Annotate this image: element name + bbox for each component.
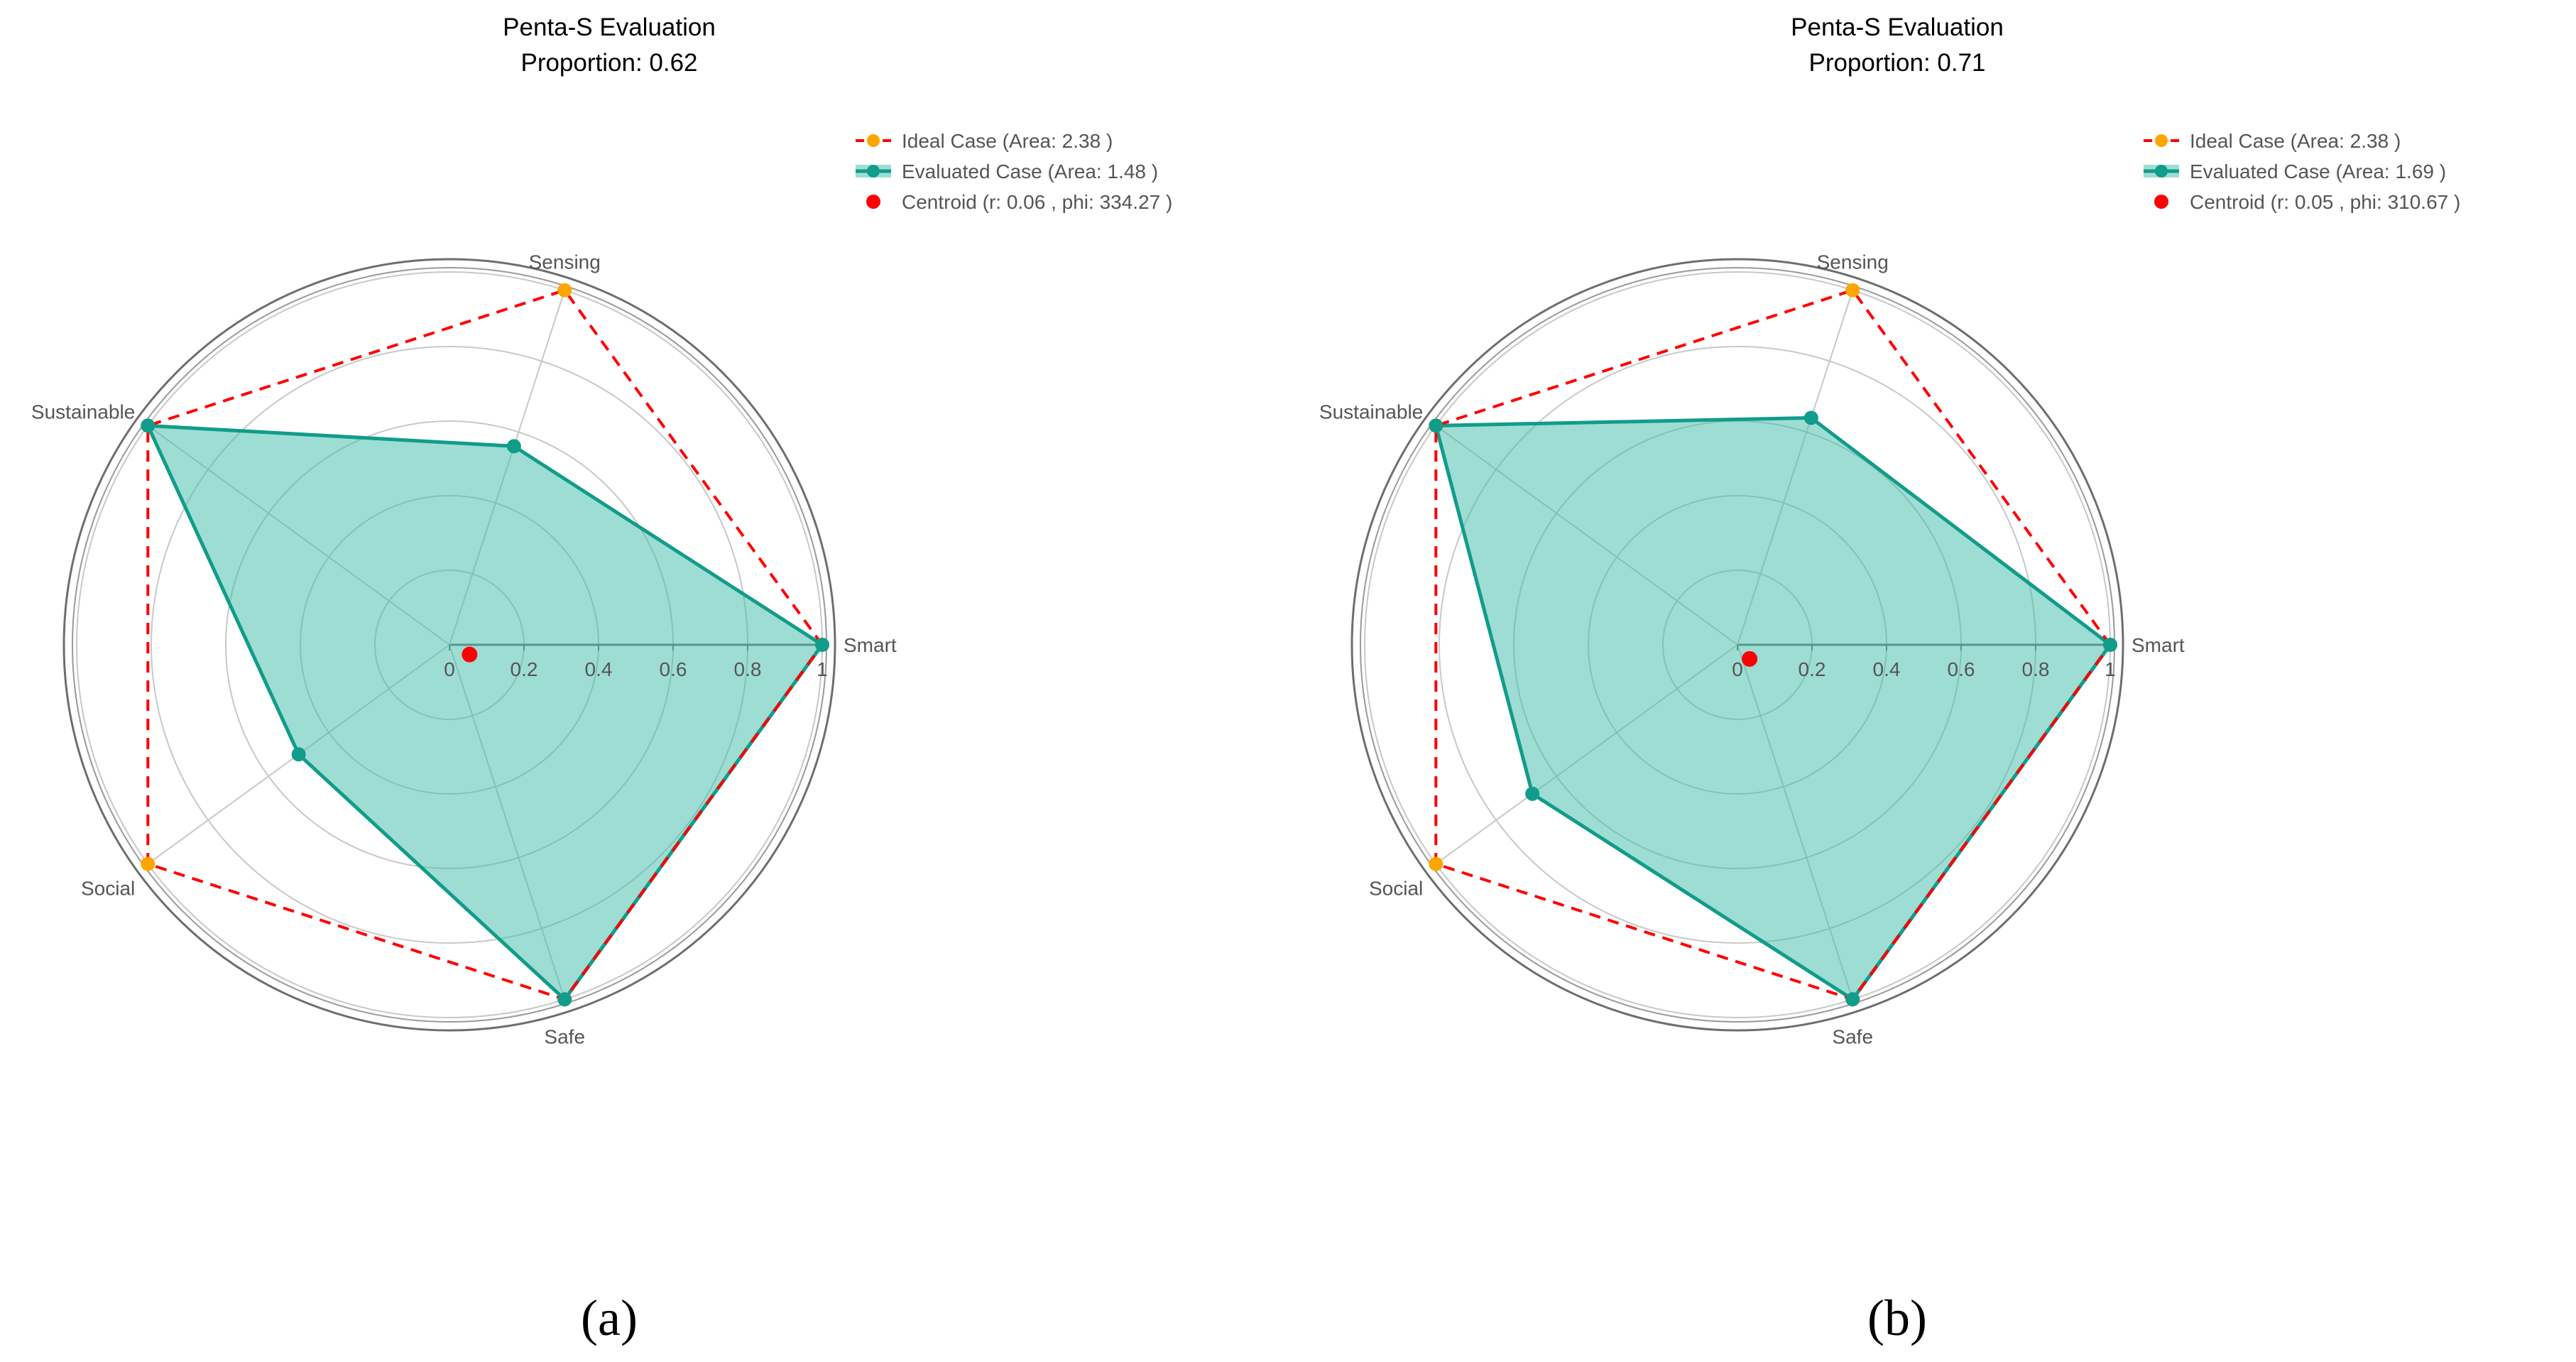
legend-centroid-marker [2154, 195, 2168, 209]
radial-tick-label: 0.4 [1873, 658, 1901, 680]
evaluated-marker-social [1525, 786, 1540, 801]
legend: Ideal Case (Area: 2.38 ) Evaluated Case (… [2144, 130, 2460, 213]
legend-evaluated-marker [867, 165, 880, 178]
radar-chart-a: Penta-S Evaluation Proportion: 0.62 0 0.2… [31, 13, 1172, 1346]
evaluated-marker-sustainable [141, 418, 155, 433]
evaluated-marker-smart [2103, 638, 2117, 652]
legend-centroid-marker [866, 195, 880, 209]
radial-tick-label: 1 [817, 658, 828, 680]
axis-label-sustainable: Sustainable [31, 401, 135, 423]
radial-tick-label: 0.8 [734, 658, 762, 680]
evaluated-marker-sensing [1803, 410, 1818, 425]
radial-tick-label: 0.6 [660, 658, 687, 680]
evaluated-marker-sensing [506, 439, 521, 454]
legend-evaluated-label: Evaluated Case (Area: 1.48 ) [902, 160, 1158, 182]
radar-chart-b: Penta-S Evaluation Proportion: 0.71 0 0.2… [1319, 13, 2460, 1346]
chart-subtitle: Proportion: 0.62 [520, 49, 697, 77]
outer-ring [1350, 258, 2124, 1032]
axis-label-smart: Smart [844, 634, 897, 656]
panel-b: Penta-S Evaluation Proportion: 0.71 0 0.2… [1288, 0, 2576, 1362]
legend-ideal-marker [867, 134, 880, 147]
legend: Ideal Case (Area: 2.38 ) Evaluated Case (… [856, 130, 1172, 213]
ideal-case-line [146, 288, 824, 1001]
axis-label-sensing: Sensing [1817, 251, 1889, 273]
radial-tick-label: 0.8 [2022, 658, 2050, 680]
legend-evaluated-marker [2155, 165, 2168, 178]
legend-centroid-label: Centroid (r: 0.05 , phi: 310.67 ) [2190, 191, 2460, 213]
legend-ideal-label: Ideal Case (Area: 2.38 ) [902, 130, 1113, 152]
axis-label-social: Social [81, 878, 135, 900]
chart-subtitle: Proportion: 0.71 [1808, 49, 1985, 77]
ideal-marker-sensing [557, 283, 572, 298]
legend-ideal-marker [2155, 134, 2168, 147]
radial-tick-label: 0.6 [1948, 658, 1975, 680]
chart-title: Penta-S Evaluation [1791, 13, 2004, 41]
evaluated-marker-smart [815, 638, 829, 652]
panel-label: (b) [1867, 1290, 1927, 1346]
radial-tick-label: 0.4 [585, 658, 613, 680]
centroid-marker [462, 646, 478, 663]
evaluated-case-area [146, 423, 824, 1001]
axis-label-sensing: Sensing [529, 251, 601, 273]
radial-tick-label: 0 [1732, 658, 1743, 680]
legend-ideal-label: Ideal Case (Area: 2.38 ) [2190, 130, 2401, 152]
axis-label-social: Social [1369, 878, 1423, 900]
legend-evaluated-label: Evaluated Case (Area: 1.69 ) [2190, 160, 2446, 182]
radial-tick-label: 0 [444, 658, 455, 680]
evaluated-case-area [1434, 415, 2112, 1001]
ideal-marker-social [1429, 856, 1443, 871]
axis-label-safe: Safe [544, 1025, 585, 1047]
radial-tick-label: 0.2 [511, 658, 538, 680]
evaluated-marker-safe [557, 992, 572, 1007]
axis-label-safe: Safe [1832, 1025, 1873, 1047]
ideal-case-line [1434, 288, 2112, 1001]
centroid-marker [1742, 650, 1758, 667]
panel-label: (a) [581, 1290, 638, 1346]
evaluated-marker-social [291, 747, 306, 762]
axis-label-smart: Smart [2132, 634, 2185, 656]
axis-label-sustainable: Sustainable [1319, 401, 1423, 423]
outer-ring [62, 258, 836, 1032]
radial-tick-label: 0.2 [1799, 658, 1826, 680]
evaluated-marker-safe [1845, 992, 1860, 1007]
ideal-marker-social [141, 856, 155, 871]
legend-centroid-label: Centroid (r: 0.06 , phi: 334.27 ) [902, 191, 1172, 213]
chart-title: Penta-S Evaluation [503, 13, 716, 41]
panel-a: Penta-S Evaluation Proportion: 0.62 0 0.2… [31, 13, 1172, 1346]
ideal-marker-sensing [1845, 283, 1860, 298]
radial-tick-label: 1 [2105, 658, 2116, 680]
evaluated-marker-sustainable [1429, 418, 1443, 433]
